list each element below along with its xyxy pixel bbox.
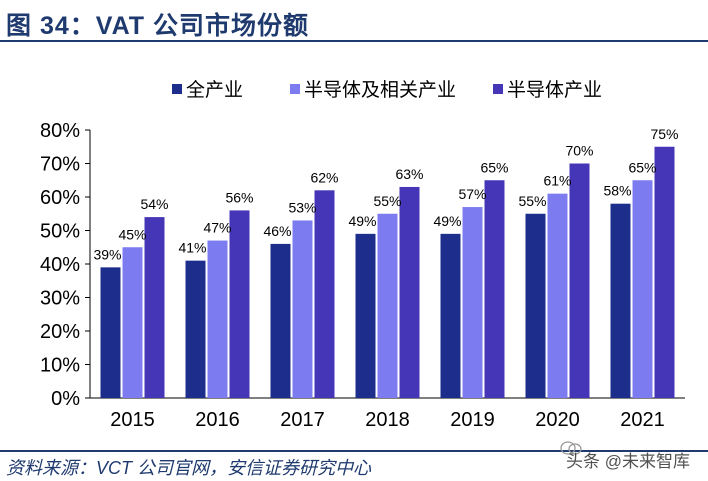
x-tick-label: 2018 [365,409,410,430]
data-label: 55% [518,193,546,209]
bar-2015-s1 [122,247,143,398]
market-share-chart: 全产业 半导体及相关产业 半导体产业 0% 10% 20% 30% 40% 50% 60% 70%… [40,79,685,430]
bar-2018-s2 [399,186,420,398]
x-tick-label: 2020 [535,409,580,430]
title-rule [0,40,708,42]
data-label: 65% [480,159,508,175]
bar-2019-s2 [484,180,505,398]
data-label: 62% [310,169,338,185]
x-tick-label: 2019 [450,409,495,430]
y-tick-label: 50% [40,221,80,243]
x-tick-label: 2021 [620,409,665,430]
bar-2017-s0 [270,243,291,398]
legend: 全产业 半导体及相关产业 半导体产业 [172,79,602,101]
legend-swatch [290,84,300,94]
y-tick-label: 80% [40,120,80,142]
source-note: 资料来源：VCT 公司官网，安信证券研究中心 [6,458,371,478]
legend-swatch [172,84,182,94]
data-label: 49% [433,213,461,229]
y-tick-label: 40% [40,254,80,276]
data-label: 39% [93,246,121,262]
legend-label: 半导体及相关产业 [304,79,456,101]
bar-2021-s1 [632,180,653,398]
source-rule [0,450,708,452]
data-label: 49% [348,213,376,229]
legend-label: 全产业 [186,79,243,101]
data-label: 70% [565,143,593,159]
bar-2017-s1 [292,220,313,398]
legend-swatch [493,84,503,94]
bars [100,146,675,398]
x-axis: 2015 2016 2017 2018 2019 2020 2021 [110,409,665,430]
bar-2021-s2 [654,146,675,398]
data-label: 41% [178,240,206,256]
page-title: 图 34：VAT 公司市场份额 [6,12,309,40]
data-label: 53% [288,199,316,215]
y-tick-label: 0% [51,388,80,410]
x-tick-label: 2015 [110,409,155,430]
bar-2016-s2 [229,210,250,398]
x-tick-label: 2017 [280,409,325,430]
watermark-text: 头条 @未来智库 [566,452,690,471]
data-label: 55% [373,193,401,209]
data-label: 63% [395,166,423,182]
data-label: 58% [603,183,631,199]
y-tick-label: 70% [40,154,80,176]
data-label: 61% [543,173,571,189]
bar-2018-s1 [377,213,398,398]
bar-2020-s1 [547,193,568,398]
bar-2016-s0 [185,260,206,398]
data-label: 75% [650,126,678,142]
bar-2020-s0 [525,213,546,398]
data-label: 57% [458,186,486,202]
data-label: 54% [140,196,168,212]
data-label: 46% [263,223,291,239]
y-tick-label: 30% [40,288,80,310]
bar-2018-s0 [355,233,376,398]
bar-2017-s2 [314,190,335,398]
bar-2015-s2 [144,217,165,398]
x-tick-label: 2016 [195,409,240,430]
bar-2019-s0 [440,233,461,398]
y-tick-label: 20% [40,321,80,343]
bar-2016-s1 [207,240,228,398]
data-label: 47% [203,220,231,236]
y-tick-label: 60% [40,187,80,209]
bar-2019-s1 [462,207,483,398]
data-label: 45% [118,226,146,242]
watermark-logo-icon [560,441,582,455]
y-axis: 0% 10% 20% 30% 40% 50% 60% 70% 80% [40,120,685,410]
data-label: 65% [628,159,656,175]
y-tick-label: 10% [40,355,80,377]
data-labels: 39% 45% 54% 41% 47% 56% 46% 53% 62% 49% 55% 63% 49% 5… [93,126,678,263]
bar-2015-s0 [100,267,121,398]
bar-2020-s2 [569,163,590,398]
data-label: 56% [225,189,253,205]
legend-label: 半导体产业 [507,79,602,101]
bar-2021-s0 [610,203,631,398]
